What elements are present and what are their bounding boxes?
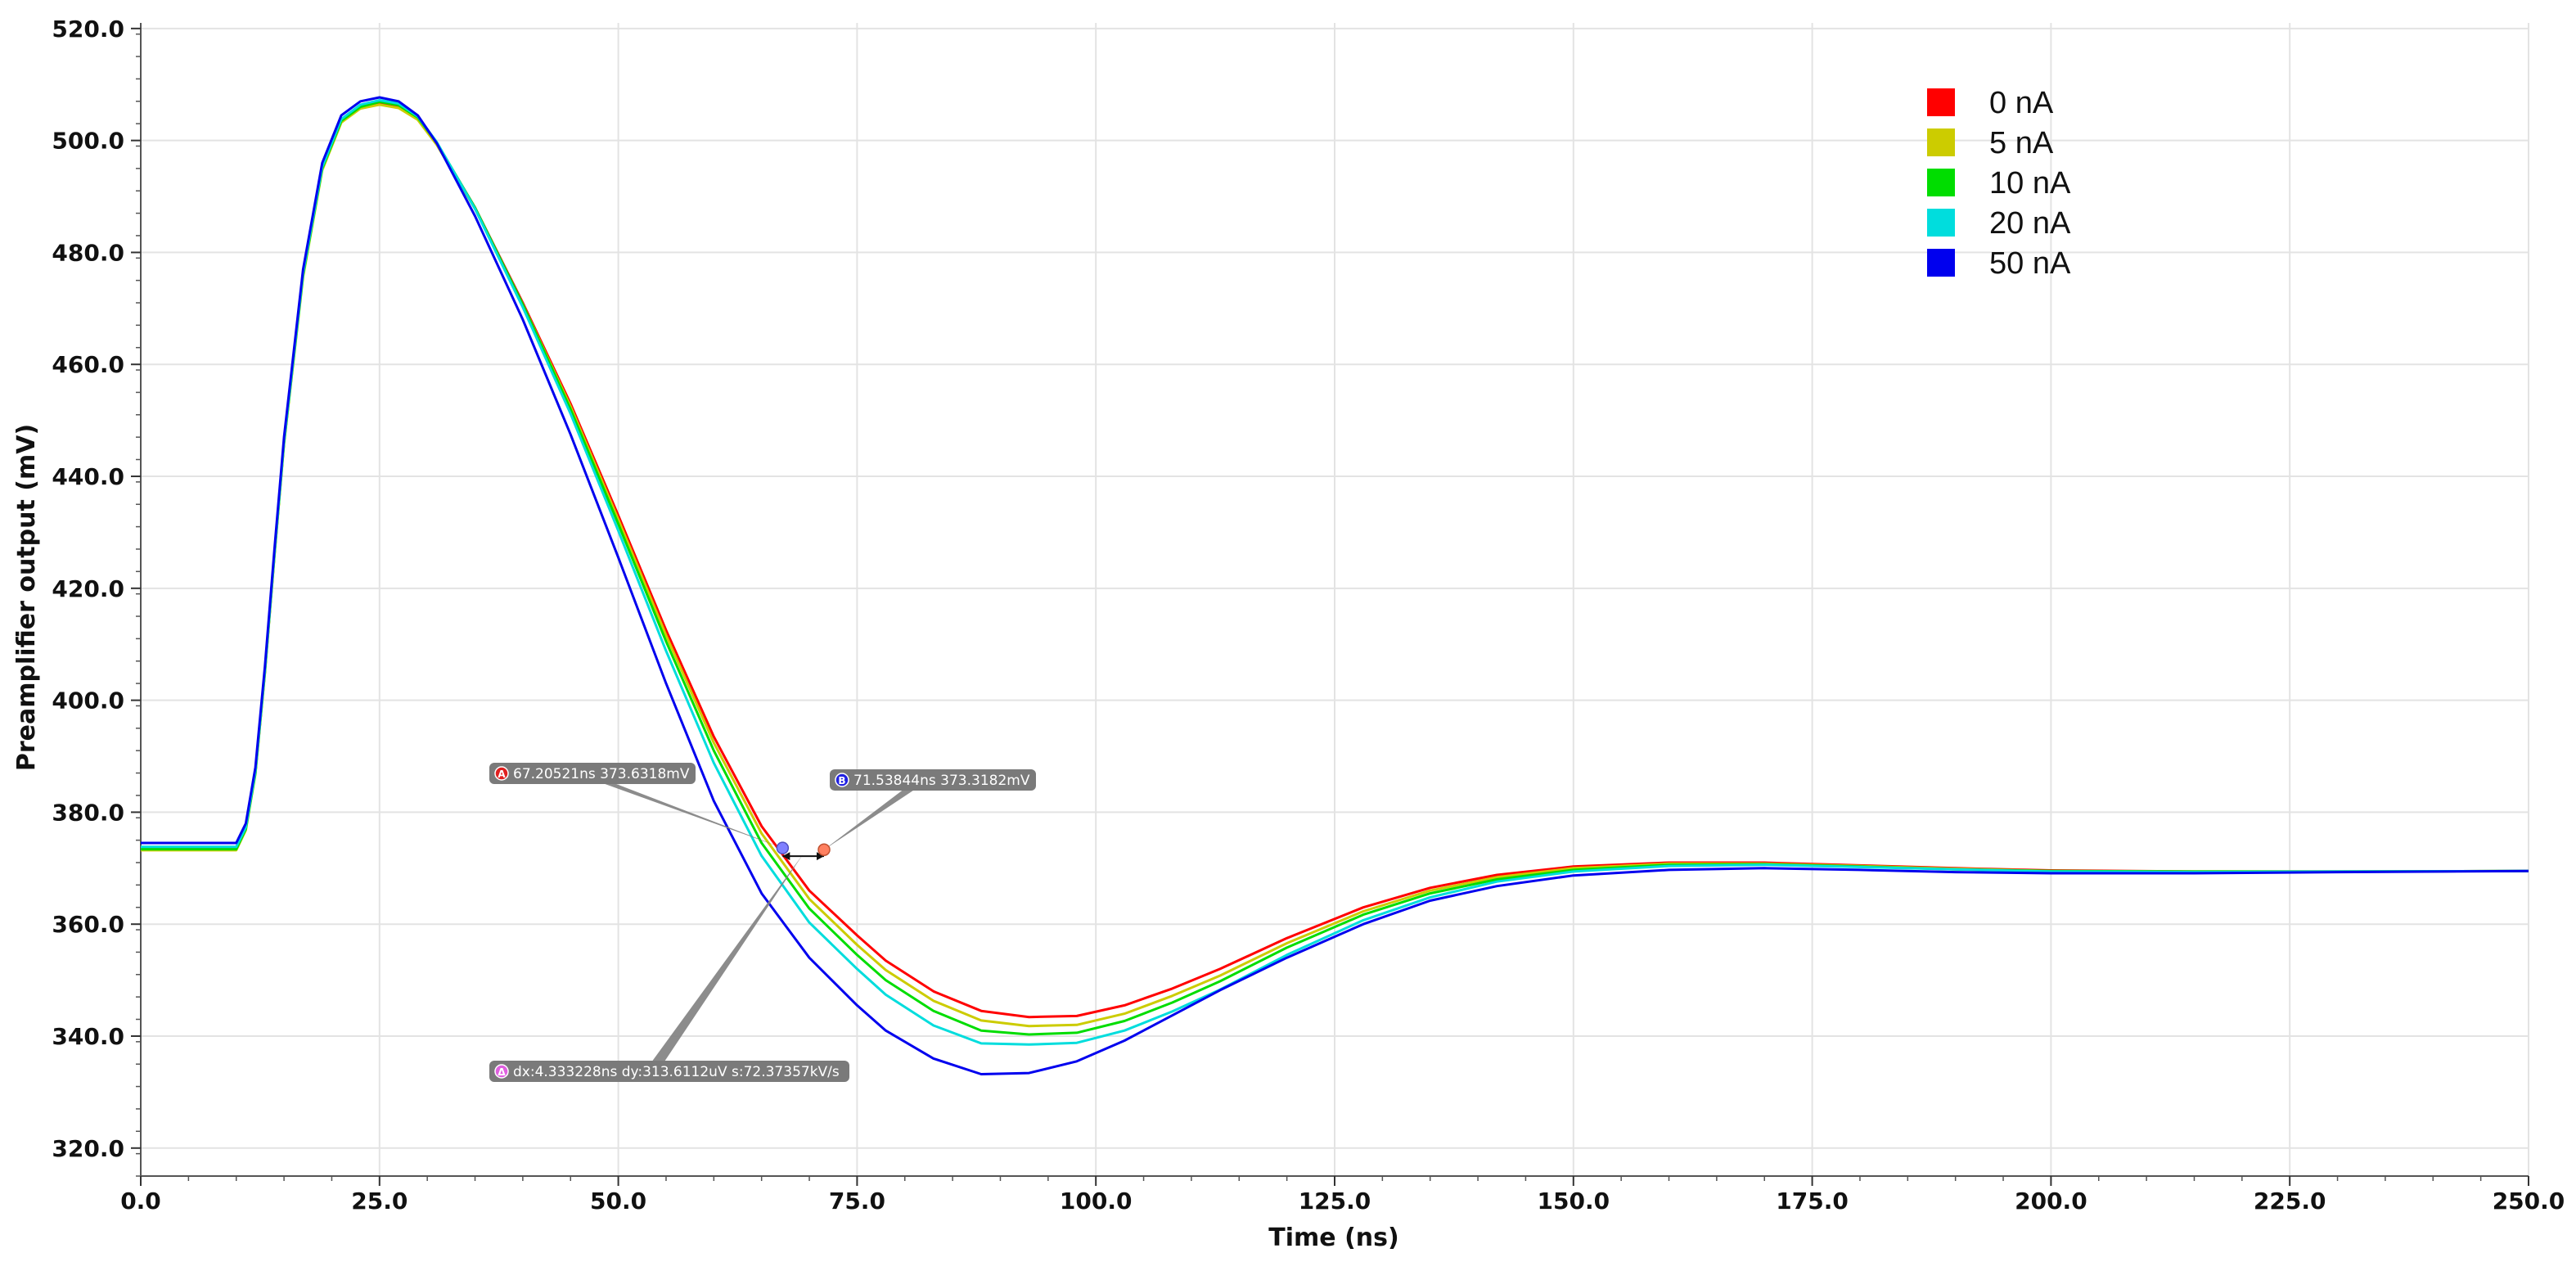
callout-text: 67.20521ns 373.6318mV	[513, 766, 690, 782]
legend: 0 nA 5 nA 10 nA 20 nA 50 nA	[1927, 86, 2071, 281]
y-axis-title: Preamplifier output (mV)	[12, 424, 41, 771]
callout-text: 71.53844ns 373.3182mV	[853, 773, 1030, 789]
legend-swatch	[1927, 169, 1955, 196]
y-tick-label: 400.0	[52, 687, 124, 714]
legend-label: 10 nA	[1989, 166, 2071, 201]
delta-arrow-left	[782, 852, 790, 861]
callout-pointer	[645, 854, 804, 1071]
callout-pointer	[575, 773, 783, 849]
x-tick-label: 250.0	[2493, 1188, 2565, 1215]
y-tick-label: 340.0	[52, 1023, 124, 1050]
y-tick-label: 420.0	[52, 575, 124, 602]
callout-text: dx:4.333228ns dy:313.6112uV s:72.37357kV…	[513, 1064, 840, 1080]
legend-swatch	[1927, 88, 1955, 116]
callout-pointer	[824, 780, 930, 850]
y-tick-label: 500.0	[52, 128, 124, 155]
delta-arrow-right	[817, 852, 825, 861]
x-tick-label: 0.0	[120, 1188, 161, 1215]
legend-label: 0 nA	[1989, 86, 2054, 120]
callout-box	[830, 769, 1036, 791]
series-lines	[141, 96, 2529, 1075]
cursor-badge	[494, 1064, 509, 1079]
series-line-50-na	[141, 96, 2529, 1075]
legend-label: 5 nA	[1989, 126, 2054, 160]
legend-label: 20 nA	[1989, 206, 2071, 241]
cursor-badge	[494, 766, 509, 781]
callout-box	[489, 1061, 849, 1082]
grid-lines	[141, 23, 2529, 1176]
y-tick-label: 320.0	[52, 1135, 124, 1162]
legend-swatch	[1927, 128, 1955, 156]
x-tick-label: 100.0	[1060, 1188, 1133, 1215]
x-tick-label: 200.0	[2015, 1188, 2087, 1215]
legend-swatch	[1927, 249, 1955, 277]
x-axis-title: Time (ns)	[1268, 1224, 1398, 1252]
y-tick-label: 360.0	[52, 911, 124, 938]
y-tick-label: 380.0	[52, 799, 124, 826]
cursor-symbol: B	[838, 775, 845, 786]
y-tick-label: 460.0	[52, 351, 124, 378]
cursor-badge	[835, 773, 849, 787]
y-tick-label: 520.0	[52, 16, 124, 43]
x-tick-label: 225.0	[2254, 1188, 2326, 1215]
x-tick-label: 25.0	[351, 1188, 408, 1215]
callout-box	[489, 763, 696, 784]
y-tick-label: 440.0	[52, 463, 124, 490]
x-tick-label: 175.0	[1776, 1188, 1849, 1215]
cursor-markers: A 67.20521ns 373.6318mV B 71.53844ns 373.31…	[489, 763, 1036, 1082]
axes: 320.0 340.0 360.0 380.0 400.0 420.0 440.0 460.0…	[52, 16, 2565, 1215]
x-tick-label: 125.0	[1299, 1188, 1371, 1215]
y-tick-label: 480.0	[52, 239, 124, 266]
x-tick-label: 150.0	[1538, 1188, 1610, 1215]
cursor-point-a	[776, 841, 790, 854]
legend-swatch	[1927, 209, 1955, 237]
cursor-point-b	[817, 843, 831, 856]
cursor-symbol: Δ	[498, 1066, 506, 1078]
x-tick-label: 50.0	[590, 1188, 646, 1215]
x-tick-label: 75.0	[829, 1188, 885, 1215]
cursor-symbol: A	[498, 768, 506, 780]
legend-label: 50 nA	[1989, 246, 2071, 281]
